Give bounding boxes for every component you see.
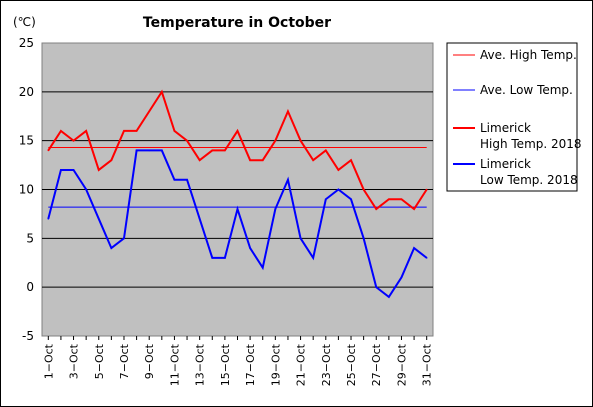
legend-label-ave-low: Ave. Low Temp. <box>480 83 573 97</box>
high-temp-point <box>161 91 163 93</box>
x-tick-label: 11−Oct <box>168 343 181 386</box>
y-tick-label: 20 <box>19 85 34 99</box>
legend: Ave. High Temp. Ave. Low Temp. Limerick … <box>453 48 582 187</box>
y-axis-ticks: 25 20 15 10 5 0 -5 <box>19 36 34 343</box>
x-tick-label: 17−Oct <box>244 343 257 386</box>
high-temp-point <box>337 169 340 171</box>
high-temp-point <box>312 159 314 161</box>
low-temp-point <box>324 198 327 201</box>
y-tick-label: 25 <box>19 36 34 50</box>
low-temp-point <box>337 188 340 191</box>
high-temp-point <box>362 188 365 191</box>
high-temp-point <box>299 139 302 142</box>
high-temp-point <box>324 149 327 152</box>
high-temp-point <box>261 159 264 161</box>
high-temp-point <box>85 130 87 132</box>
legend-box <box>446 42 578 192</box>
low-temp-point <box>287 178 289 181</box>
x-tick-label: 29−Oct <box>395 343 408 386</box>
chart-title: Temperature in October <box>143 15 331 31</box>
low-temp-point <box>123 237 125 240</box>
x-tick-label: 23−Oct <box>320 343 333 386</box>
high-temp-point <box>400 198 403 201</box>
low-temp-point <box>413 247 415 249</box>
low-temp-point <box>299 237 302 240</box>
high-temp-point <box>287 110 289 113</box>
low-temp-point <box>97 218 100 220</box>
low-temp-point <box>186 178 188 181</box>
legend-label-high-2018-line1: Limerick <box>480 121 531 135</box>
high-temp-point <box>47 149 50 152</box>
y-tick-label: 10 <box>19 183 34 197</box>
high-temp-point <box>198 159 201 161</box>
low-temp-point <box>350 198 352 201</box>
x-tick-label: 31−Oct <box>421 343 434 386</box>
low-temp-point <box>211 257 214 259</box>
y-tick-label: -5 <box>22 329 34 343</box>
y-tick-label: 5 <box>26 231 34 245</box>
high-temp-point <box>97 169 100 171</box>
low-temp-point <box>173 178 176 181</box>
y-tick-label: 0 <box>26 280 34 294</box>
low-temp-point <box>236 208 239 210</box>
low-temp-point <box>425 257 428 259</box>
x-tick-label: 27−Oct <box>370 343 383 386</box>
low-temp-point <box>110 247 113 249</box>
high-temp-point <box>148 110 151 113</box>
high-temp-point <box>211 149 214 152</box>
data-series <box>47 89 428 299</box>
low-temp-point <box>148 149 151 152</box>
x-tick-label: 13−Oct <box>194 343 207 386</box>
x-axis-ticks: 1−Oct 3−Oct 5−Oct 7−Oct 9−Oct 11−Oct 13−Oct 15−… <box>42 336 434 386</box>
high-temp-point <box>388 198 390 201</box>
low-temp-point <box>161 149 163 152</box>
low-temp-point <box>249 247 251 249</box>
high-temp-point <box>224 149 226 152</box>
x-tick-label: 21−Oct <box>295 343 308 386</box>
x-tick-label: 19−Oct <box>269 343 282 386</box>
low-temp-point <box>362 237 365 240</box>
high-temp-point <box>60 130 62 132</box>
high-temp-point <box>413 208 415 210</box>
low-temp-point <box>400 276 403 279</box>
high-temp-point <box>123 130 125 132</box>
low-temp-point <box>388 296 390 298</box>
x-tick-label: 15−Oct <box>219 343 232 386</box>
low-temp-point <box>375 286 378 288</box>
high-temp-point <box>274 139 277 142</box>
high-temp-point <box>72 139 75 142</box>
high-temp-point <box>350 159 352 161</box>
x-tick-label: 7−Oct <box>118 343 131 379</box>
low-temp-point <box>198 218 201 220</box>
high-temp-point <box>135 130 138 132</box>
low-temp-point <box>224 257 226 259</box>
x-tick-label: 1−Oct <box>42 343 55 379</box>
low-temp-point <box>72 169 75 171</box>
x-tick-label: 5−Oct <box>93 343 106 379</box>
y-tick-label: 15 <box>19 134 34 148</box>
legend-label-low-2018-line1: Limerick <box>480 157 531 171</box>
high-temp-point <box>173 130 176 132</box>
high-temp-point <box>186 139 188 142</box>
low-temp-point <box>135 149 138 152</box>
high-temp-point <box>249 159 251 161</box>
high-temp-point <box>375 208 378 210</box>
legend-label-ave-high: Ave. High Temp. <box>480 48 577 62</box>
low-temp-point <box>60 169 62 171</box>
legend-label-low-2018-line2: Low Temp. 2018 <box>480 173 578 187</box>
high-temp-point <box>110 159 113 161</box>
unit-label: (℃) <box>13 15 36 29</box>
low-temp-point <box>85 188 87 191</box>
high-temp-point <box>425 188 428 191</box>
x-tick-label: 25−Oct <box>345 343 358 386</box>
x-tick-label: 3−Oct <box>68 343 81 379</box>
low-temp-point <box>261 266 264 269</box>
low-temp-point <box>47 218 50 220</box>
low-temp-point <box>274 208 277 210</box>
legend-label-high-2018-line2: High Temp. 2018 <box>480 137 582 151</box>
low-temp-point <box>312 257 314 259</box>
x-tick-label: 9−Oct <box>143 343 156 379</box>
high-temp-point <box>236 130 239 132</box>
